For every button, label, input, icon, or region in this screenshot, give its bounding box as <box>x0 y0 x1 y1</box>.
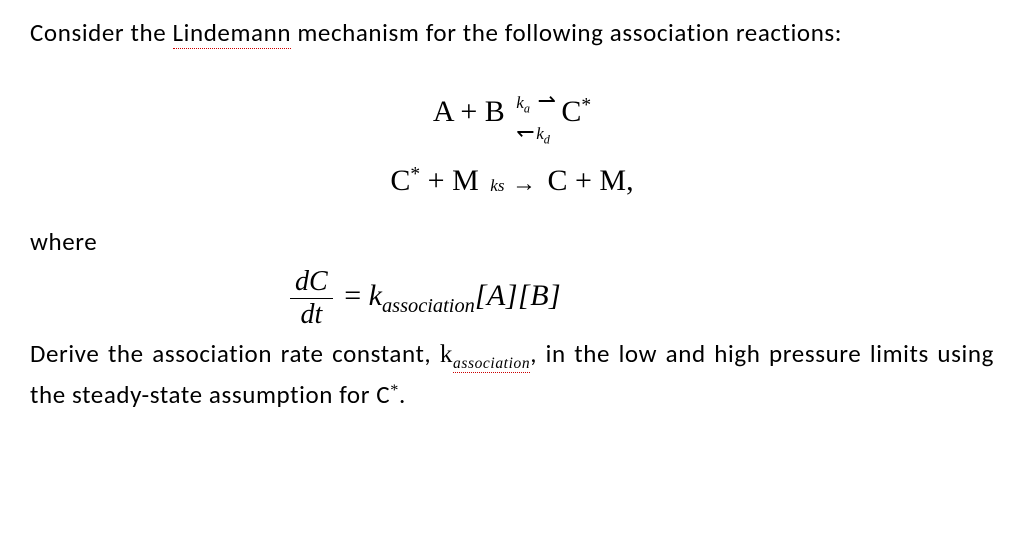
where-label: where <box>30 226 994 257</box>
concl-cstar: * <box>390 381 399 399</box>
eq2-C-rhs: C <box>547 164 567 197</box>
eq2-comma: , <box>626 164 634 197</box>
forward-arrow: ks → <box>490 167 536 197</box>
dc-dt-fraction: dC dt <box>290 267 333 329</box>
equation-rate-def: dC dt = kassociation[A][B] <box>30 267 994 329</box>
eq3-concentrations: [A][B] <box>475 279 561 312</box>
eq2-M-rhs: M <box>599 164 626 197</box>
eq2-Cstar-star: * <box>410 164 420 185</box>
rate-ka-label: ka <box>516 93 530 112</box>
reversible-arrow: ka ⇀↽ kd <box>516 84 550 146</box>
concl-k-sub: association <box>453 355 530 373</box>
concl-k: kassociation <box>440 341 530 368</box>
concl-period: . <box>399 379 406 410</box>
rate-ks-label: ks <box>490 176 504 195</box>
eq1-star: * <box>581 95 591 116</box>
eq1-C: C <box>561 95 581 128</box>
equation-stabilization: C* + M ks → C + M, <box>30 163 994 198</box>
equation-reversible: A + B ka ⇀↽ kd C* <box>30 83 994 145</box>
eq3-equals: = <box>344 279 368 312</box>
fwd-arrow-glyph: → <box>512 171 536 197</box>
frac-denominator: dt <box>290 299 333 329</box>
conclusion-paragraph: Derive the association rate constant, ka… <box>30 335 994 415</box>
rate-kd-label: kd <box>536 124 550 143</box>
frac-numerator: dC <box>290 267 333 298</box>
intro-text-pre: Consider the <box>30 17 173 48</box>
intro-text-post: mechanism for the following association … <box>291 17 842 48</box>
problem-page: Consider the Lindemann mechanism for the… <box>0 0 1024 415</box>
intro-paragraph: Consider the Lindemann mechanism for the… <box>30 14 994 53</box>
eq2-Cstar-C: C <box>390 164 410 197</box>
k-association: kassociation <box>369 279 475 312</box>
eq2-plus1: + <box>420 164 452 197</box>
lindemann-underlined: Lindemann <box>173 17 292 49</box>
eq1-plus: + <box>453 95 485 128</box>
eq1-B: B <box>485 95 505 128</box>
eq1-A: A <box>433 95 453 128</box>
eq2-M-lhs: M <box>452 164 479 197</box>
concl-pre: Derive the association rate constant, <box>30 338 440 369</box>
eq2-plus2: + <box>567 164 599 197</box>
